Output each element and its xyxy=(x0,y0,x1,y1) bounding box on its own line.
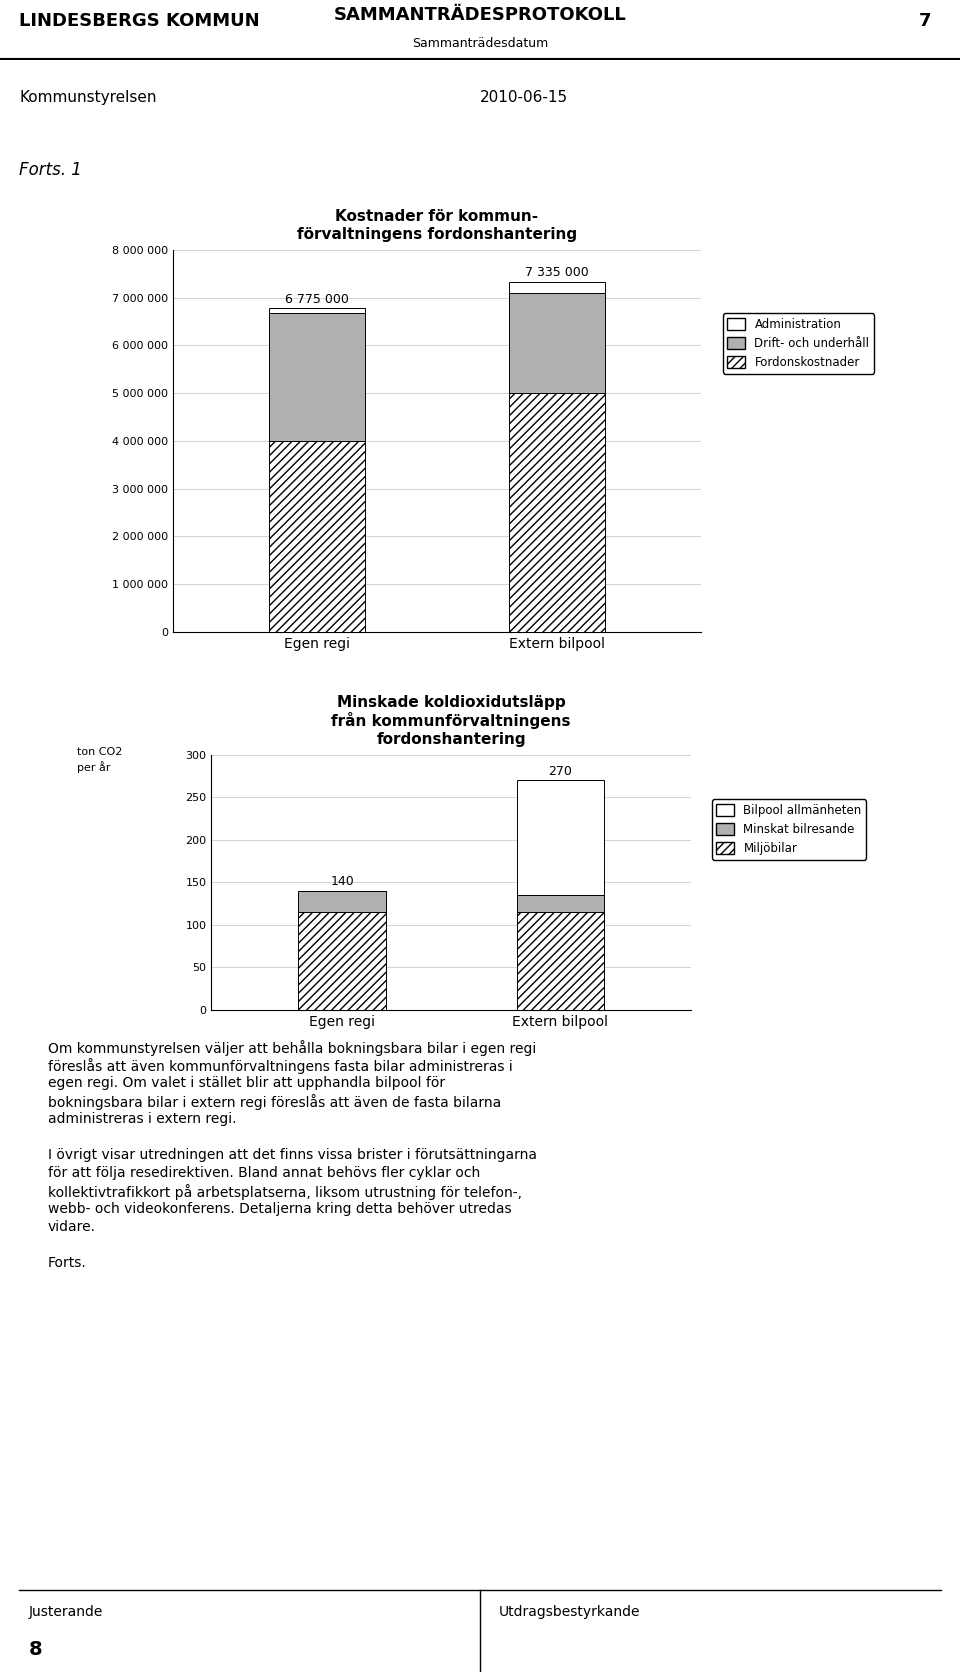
Text: 7 335 000: 7 335 000 xyxy=(525,266,588,279)
Text: föreslås att även kommunförvaltningens fasta bilar administreras i: föreslås att även kommunförvaltningens f… xyxy=(48,1058,513,1073)
Bar xyxy=(509,293,605,393)
Bar xyxy=(269,308,365,313)
Text: 270: 270 xyxy=(548,766,572,777)
Text: egen regi. Om valet i stället blir att upphandla bilpool för: egen regi. Om valet i stället blir att u… xyxy=(48,1077,445,1090)
Bar xyxy=(269,313,365,441)
Text: Utdragsbestyrkande: Utdragsbestyrkande xyxy=(499,1605,640,1618)
Text: bokningsbara bilar i extern regi föreslås att även de fasta bilarna: bokningsbara bilar i extern regi föreslå… xyxy=(48,1093,501,1110)
Title: Kostnader för kommun-
förvaltningens fordonshantering: Kostnader för kommun- förvaltningens for… xyxy=(297,209,577,242)
Text: Kommunstyrelsen: Kommunstyrelsen xyxy=(19,90,156,105)
Text: SAMMANTRÄDESPROTOKOLL: SAMMANTRÄDESPROTOKOLL xyxy=(334,7,626,23)
Text: 8: 8 xyxy=(29,1640,42,1659)
Text: I övrigt visar utredningen att det finns vissa brister i förutsättningarna: I övrigt visar utredningen att det finns… xyxy=(48,1149,537,1162)
Text: 2010-06-15: 2010-06-15 xyxy=(480,90,568,105)
Text: Sammanträdesdatum: Sammanträdesdatum xyxy=(412,37,548,50)
Bar xyxy=(299,891,386,913)
Legend: Bilpool allmänheten, Minskat bilresande, Miljöbilar: Bilpool allmänheten, Minskat bilresande,… xyxy=(711,799,866,859)
Bar xyxy=(299,913,386,1010)
Bar xyxy=(516,913,604,1010)
Text: administreras i extern regi.: administreras i extern regi. xyxy=(48,1112,236,1125)
Text: 7: 7 xyxy=(919,12,931,30)
Bar xyxy=(509,393,605,632)
Bar xyxy=(269,441,365,632)
Text: Om kommunstyrelsen väljer att behålla bokningsbara bilar i egen regi: Om kommunstyrelsen väljer att behålla bo… xyxy=(48,1040,537,1057)
Text: LINDESBERGS KOMMUN: LINDESBERGS KOMMUN xyxy=(19,12,260,30)
Text: ton CO2
per år: ton CO2 per år xyxy=(77,747,122,772)
Bar xyxy=(516,781,604,895)
Text: 6 775 000: 6 775 000 xyxy=(285,293,348,306)
Legend: Administration, Drift- och underhåll, Fordonskostnader: Administration, Drift- och underhåll, Fo… xyxy=(723,313,875,373)
Bar xyxy=(516,895,604,913)
Text: 140: 140 xyxy=(330,876,354,888)
Text: Forts.: Forts. xyxy=(48,1256,86,1271)
Text: vidare.: vidare. xyxy=(48,1221,96,1234)
Text: för att följa resedirektiven. Bland annat behövs fler cyklar och: för att följa resedirektiven. Bland anna… xyxy=(48,1165,480,1180)
Text: Forts. 1: Forts. 1 xyxy=(19,161,82,179)
Title: Minskade koldioxidutsläpp
från kommunförvaltningens
fordonshantering: Minskade koldioxidutsläpp från kommunför… xyxy=(331,694,571,747)
Text: webb- och videokonferens. Detaljerna kring detta behöver utredas: webb- och videokonferens. Detaljerna kri… xyxy=(48,1202,512,1216)
Bar xyxy=(509,281,605,293)
Text: kollektivtrafikkort på arbetsplatserna, liksom utrustning för telefon-,: kollektivtrafikkort på arbetsplatserna, … xyxy=(48,1184,522,1200)
Text: Justerande: Justerande xyxy=(29,1605,103,1618)
